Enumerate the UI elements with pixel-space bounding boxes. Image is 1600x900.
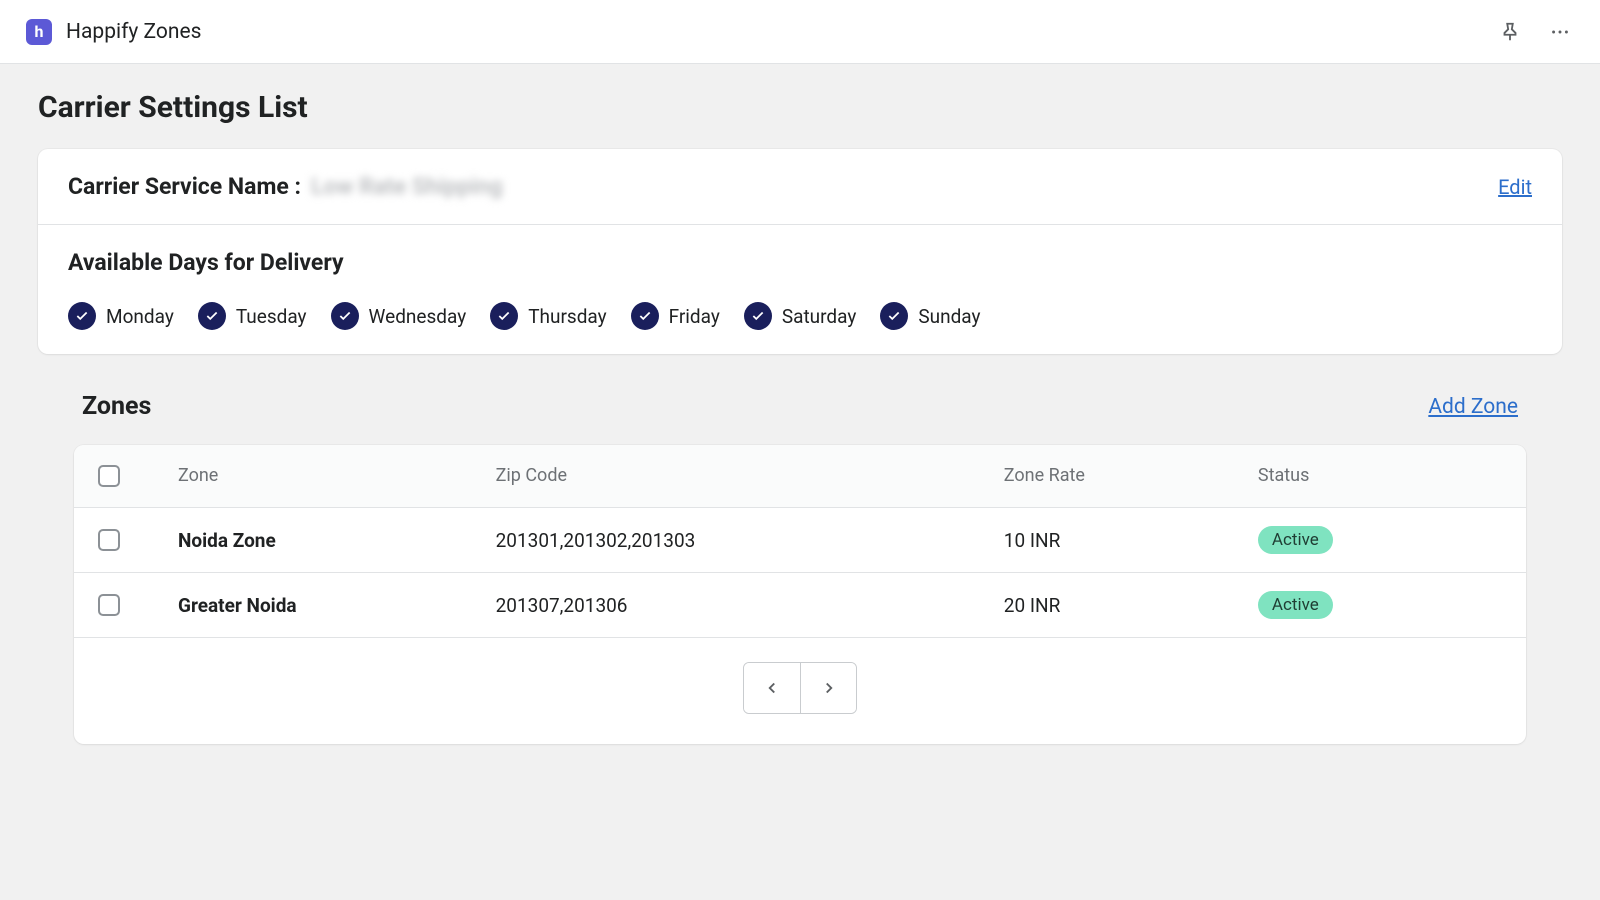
pagination (74, 638, 1526, 744)
app-title: Happify Zones (66, 20, 201, 44)
col-zone: Zone (178, 465, 496, 487)
zones-title: Zones (82, 392, 151, 421)
pagination-box (743, 662, 857, 714)
day-label: Monday (106, 305, 174, 328)
col-zip: Zip Code (496, 465, 1004, 487)
page-title: Carrier Settings List (38, 90, 1562, 125)
carrier-service-label: Carrier Service Name : (68, 173, 301, 200)
status-cell: Active (1258, 591, 1512, 619)
day-label: Wednesday (369, 305, 467, 328)
check-icon (68, 302, 96, 330)
carrier-service-section: Carrier Service Name : Low Rate Shipping… (38, 149, 1562, 224)
row-checkbox[interactable] (98, 594, 120, 616)
zones-block: Zones Add Zone Zone Zip Code Zone Rate S… (38, 392, 1562, 744)
day-label: Sunday (918, 305, 980, 328)
app-logo-icon: h (26, 19, 52, 45)
row-checkbox-cell (88, 529, 178, 551)
check-icon (331, 302, 359, 330)
zone-rate: 10 INR (1004, 529, 1258, 552)
day-item: Sunday (880, 302, 980, 330)
day-item: Monday (68, 302, 174, 330)
day-item: Saturday (744, 302, 856, 330)
top-bar: h Happify Zones (0, 0, 1600, 64)
day-label: Tuesday (236, 305, 307, 328)
zones-header: Zones Add Zone (74, 392, 1526, 421)
status-cell: Active (1258, 526, 1512, 554)
day-item: Thursday (490, 302, 606, 330)
page-body: Carrier Settings List Carrier Service Na… (0, 64, 1600, 770)
top-bar-left: h Happify Zones (26, 19, 201, 45)
row-checkbox-cell (88, 594, 178, 616)
zones-table: Zone Zip Code Zone Rate Status Noida Zon… (74, 445, 1526, 744)
zip-code: 201307,201306 (496, 594, 1004, 617)
next-page-button[interactable] (800, 663, 856, 713)
select-all-checkbox[interactable] (98, 465, 120, 487)
zone-name: Noida Zone (178, 529, 496, 552)
zip-code: 201301,201302,201303 (496, 529, 1004, 552)
status-badge: Active (1258, 591, 1333, 619)
day-label: Saturday (782, 305, 856, 328)
zones-table-header: Zone Zip Code Zone Rate Status (74, 445, 1526, 508)
col-status: Status (1258, 465, 1512, 487)
pin-icon[interactable] (1496, 18, 1524, 46)
day-label: Thursday (528, 305, 606, 328)
check-icon (490, 302, 518, 330)
table-row[interactable]: Noida Zone201301,201302,20130310 INRActi… (74, 508, 1526, 573)
col-rate: Zone Rate (1004, 465, 1258, 487)
status-badge: Active (1258, 526, 1333, 554)
carrier-card: Carrier Service Name : Low Rate Shipping… (38, 149, 1562, 354)
zones-rows: Noida Zone201301,201302,20130310 INRActi… (74, 508, 1526, 638)
zone-name: Greater Noida (178, 594, 496, 617)
check-icon (198, 302, 226, 330)
edit-link[interactable]: Edit (1498, 175, 1532, 199)
row-checkbox[interactable] (98, 529, 120, 551)
add-zone-link[interactable]: Add Zone (1428, 395, 1518, 419)
day-item: Wednesday (331, 302, 467, 330)
prev-page-button[interactable] (744, 663, 800, 713)
available-days-title: Available Days for Delivery (68, 249, 1532, 276)
check-icon (880, 302, 908, 330)
day-item: Tuesday (198, 302, 307, 330)
select-all-cell (88, 465, 178, 487)
available-days-list: Monday Tuesday Wednesday Thursday Friday Satu… (68, 302, 1532, 330)
carrier-service-value: Low Rate Shipping (311, 173, 503, 200)
carrier-service-label-row: Carrier Service Name : Low Rate Shipping (68, 173, 503, 200)
day-label: Friday (669, 305, 720, 328)
day-item: Friday (631, 302, 720, 330)
zone-rate: 20 INR (1004, 594, 1258, 617)
more-icon[interactable] (1546, 18, 1574, 46)
check-icon (744, 302, 772, 330)
available-days-section: Available Days for Delivery Monday Tuesda… (38, 224, 1562, 354)
table-row[interactable]: Greater Noida201307,20130620 INRActive (74, 573, 1526, 638)
top-bar-right (1496, 18, 1574, 46)
check-icon (631, 302, 659, 330)
